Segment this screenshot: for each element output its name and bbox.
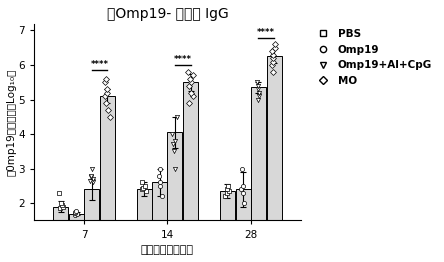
Point: [142, 189, 149, 193]
Point: [171, 167, 178, 171]
Point: [272, 46, 279, 50]
Point: [224, 191, 231, 195]
Point: [103, 101, 110, 105]
Point: [58, 203, 65, 207]
Point: [270, 52, 277, 57]
Point: [187, 90, 194, 95]
Point: [270, 59, 277, 64]
Bar: [137, 189, 151, 220]
Point: [71, 211, 78, 215]
Point: [187, 80, 194, 84]
Point: [240, 184, 247, 188]
Point: [104, 87, 111, 91]
Point: [139, 180, 146, 184]
Point: [190, 94, 197, 98]
Bar: [69, 214, 84, 220]
Point: [88, 167, 95, 171]
Point: [269, 70, 276, 74]
Bar: [100, 96, 115, 220]
Point: [254, 80, 261, 84]
Text: ****: ****: [257, 28, 275, 37]
Point: [155, 173, 163, 178]
Point: [141, 184, 148, 188]
Title: 抗Omp19- 特异性 IgG: 抗Omp19- 特异性 IgG: [107, 7, 228, 21]
Point: [106, 115, 113, 119]
Point: [268, 63, 275, 67]
Point: [254, 97, 261, 102]
Point: [139, 185, 146, 190]
Point: [225, 184, 232, 188]
Point: [102, 94, 109, 98]
Point: [254, 84, 262, 88]
Point: [56, 206, 63, 210]
Bar: [53, 207, 68, 220]
Point: [158, 194, 165, 198]
Point: [157, 167, 164, 171]
Point: [104, 108, 111, 112]
Bar: [236, 189, 251, 220]
Point: [71, 210, 79, 214]
Point: [102, 77, 109, 81]
Bar: [251, 88, 266, 220]
Point: [90, 180, 97, 184]
Point: [269, 56, 276, 60]
Point: [71, 213, 78, 217]
X-axis label: 免疫后时间（天）: 免疫后时间（天）: [141, 245, 194, 255]
Point: [86, 179, 93, 183]
Point: [72, 209, 79, 213]
Point: [185, 70, 192, 74]
Point: [87, 175, 95, 179]
Point: [89, 177, 96, 181]
Point: [238, 167, 245, 171]
Point: [174, 115, 181, 119]
Point: [87, 173, 95, 178]
Point: [74, 211, 81, 216]
Bar: [152, 182, 167, 220]
Point: [238, 187, 245, 192]
Point: [56, 191, 63, 195]
Point: [157, 184, 164, 188]
Point: [102, 80, 109, 84]
Point: [58, 201, 65, 205]
Point: [138, 187, 145, 192]
Point: [185, 101, 192, 105]
Point: [186, 84, 193, 88]
Text: ****: ****: [174, 54, 192, 64]
Point: [226, 189, 233, 193]
Point: [189, 73, 196, 78]
Point: [170, 142, 177, 146]
Point: [170, 149, 178, 154]
Point: [169, 132, 176, 136]
Point: [239, 191, 246, 195]
Bar: [84, 189, 99, 220]
Point: [272, 42, 279, 46]
Point: [254, 87, 262, 91]
Bar: [267, 56, 281, 220]
Point: [171, 139, 178, 143]
Text: ****: ****: [91, 60, 108, 69]
Bar: [183, 82, 198, 220]
Point: [255, 94, 262, 98]
Bar: [167, 132, 182, 220]
Point: [59, 205, 67, 209]
Legend: PBS, Omp19, Omp19+Al+CpG, MO: PBS, Omp19, Omp19+Al+CpG, MO: [309, 25, 436, 90]
Y-axis label: 抗0mp19抗体滴度（Log₁₀）: 抗0mp19抗体滴度（Log₁₀）: [7, 68, 17, 176]
Point: [156, 180, 163, 184]
Point: [223, 187, 230, 192]
Point: [186, 77, 193, 81]
Point: [222, 194, 229, 198]
Point: [255, 90, 262, 95]
Bar: [220, 191, 235, 220]
Point: [269, 49, 276, 53]
Point: [103, 90, 111, 95]
Point: [240, 201, 247, 205]
